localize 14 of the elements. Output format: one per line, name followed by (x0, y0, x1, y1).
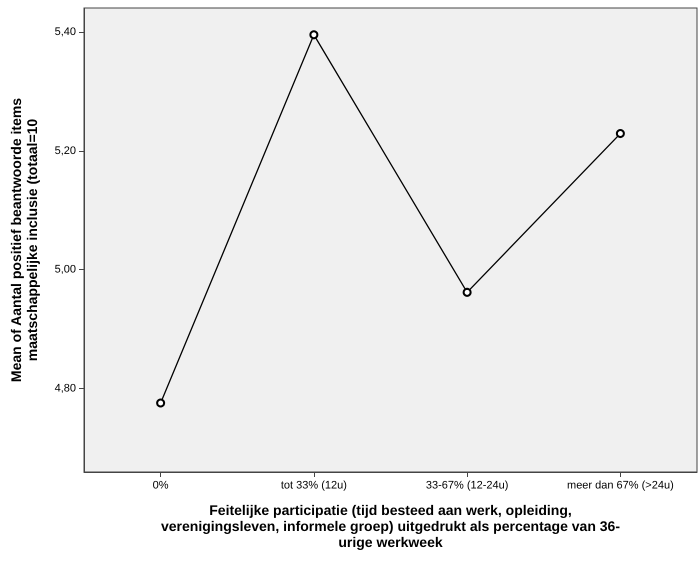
x-tick-label: meer dan 67% (>24u) (567, 480, 674, 492)
point (309, 30, 318, 40)
y-tick-label: 5,20 (54, 144, 76, 157)
x-tick-label: 33-67% (12-24u) (426, 480, 508, 492)
y-tick-label: 5,40 (54, 26, 76, 38)
x-tick-label: tot 33% (12u) (280, 480, 347, 492)
point (156, 398, 166, 408)
point (616, 129, 625, 138)
x-axis-title: Feitelijke participatie (tijd besteed aan werk, opleiding, verenigingsleven, informele groep) uitgedrukt als percentage van 36- urige werkweek (160, 502, 620, 550)
y-axis-title: Mean of Aantal positief beantwoorde items maatschappelijke inclusie (totaal=10 (8, 98, 40, 382)
y-tick-label: 4,80 (54, 382, 76, 395)
x-tick-label: 0% (152, 480, 169, 492)
point (462, 288, 472, 297)
y-tick-label: 5,00 (54, 264, 76, 276)
